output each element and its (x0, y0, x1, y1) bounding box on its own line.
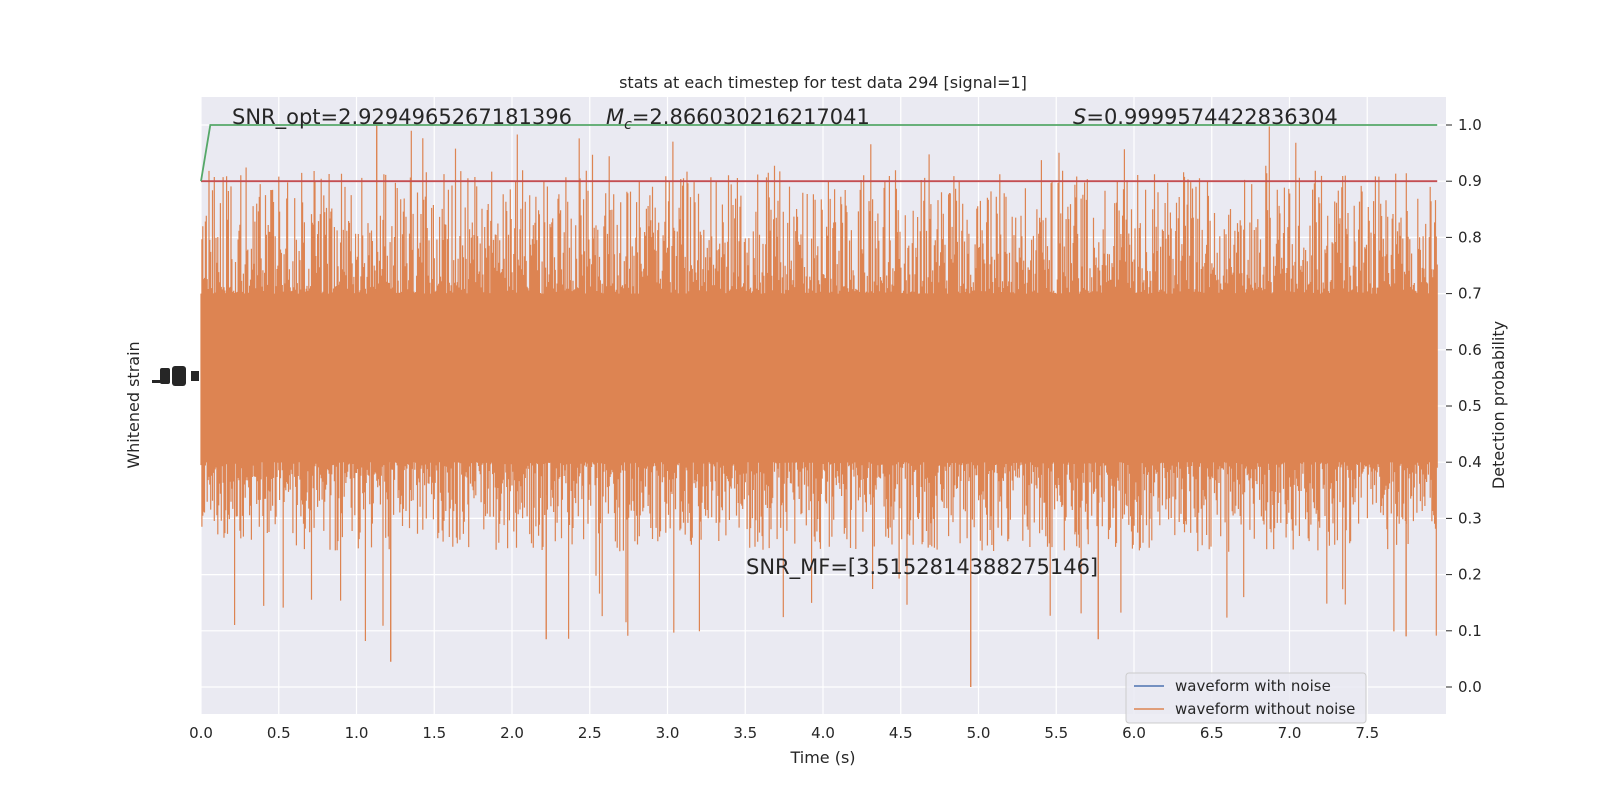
waveform-without-noise-series (200, 125, 1438, 687)
y-right-tick-label: 0.1 (1458, 622, 1482, 640)
x-tick-label: 0.0 (189, 724, 213, 742)
y-right-tick-label: 1.0 (1458, 116, 1482, 134)
x-tick-label: 3.5 (733, 724, 757, 742)
legend-label-without-noise: waveform without noise (1175, 700, 1355, 718)
legend-box (1125, 672, 1367, 724)
y-right-tick-label: 0.7 (1458, 285, 1482, 303)
x-tick-label: 4.0 (811, 724, 835, 742)
x-tick-label: 4.5 (889, 724, 913, 742)
y-axis-label-right: Detection probability (1489, 321, 1508, 489)
x-tick-label: 5.0 (967, 724, 991, 742)
x-tick-label: 6.0 (1122, 724, 1146, 742)
x-tick-label: 5.5 (1044, 724, 1068, 742)
s-annotation: S=0.9999574422836304 (1073, 105, 1338, 129)
y-right-tick-label: 0.8 (1458, 228, 1482, 246)
x-tick-label: 6.5 (1200, 724, 1224, 742)
x-tick-label: 7.5 (1355, 724, 1379, 742)
tick-labels: 0.0 0.5 1.0 1.5 2.0 2.5 3.0 3.5 4.0 4.5 5.0 5.5 6.0 6… (189, 116, 1482, 742)
x-tick-label: 3.0 (656, 724, 680, 742)
mc-annotation: Mc=2.866030216217041 (606, 105, 870, 133)
x-tick-label: 0.5 (267, 724, 291, 742)
left-axis-overlapping-ticks (152, 366, 199, 386)
x-axis-label: Time (s) (789, 748, 855, 767)
x-tick-label: 2.5 (578, 724, 602, 742)
y-right-tick-label: 0.5 (1458, 397, 1482, 415)
probability-lines (200, 124, 1438, 183)
snr-opt-annotation: SNR_opt=2.9294965267181396 (232, 105, 572, 130)
chart-title: stats at each timestep for test data 294… (619, 73, 1027, 92)
waveform-trace (200, 126, 1438, 641)
detection-probability-line (200, 124, 1438, 182)
legend-label-with-noise: waveform with noise (1175, 677, 1331, 695)
y-right-tick-label: 0.2 (1458, 566, 1482, 584)
snr-mf-annotation: SNR_MF=[3.5152814388275146] (746, 555, 1098, 580)
x-tick-label: 2.0 (500, 724, 524, 742)
y-right-tick-label: 0.3 (1458, 509, 1482, 527)
y-axis-label-left: Whitened strain (124, 341, 143, 468)
x-tick-label: 1.0 (345, 724, 369, 742)
y-right-tick-label: 0.4 (1458, 453, 1482, 471)
x-tick-label: 7.0 (1278, 724, 1302, 742)
y-right-tick-label: 0.6 (1458, 341, 1482, 359)
y-right-tick-label: 0.9 (1458, 172, 1482, 190)
y-right-tick-label: 0.0 (1458, 678, 1482, 696)
x-tick-label: 1.5 (422, 724, 446, 742)
legend: waveform with noise waveform without noi… (1125, 672, 1367, 724)
